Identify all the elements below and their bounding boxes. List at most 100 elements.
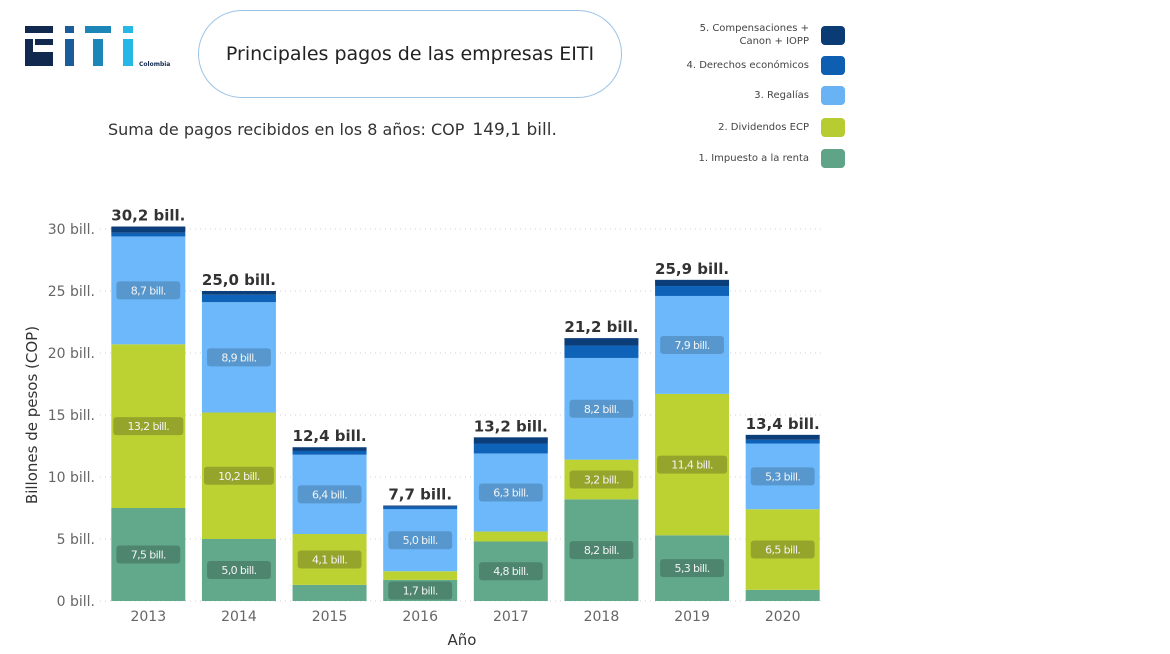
x-tick-label: 2015 <box>312 609 348 625</box>
bar-segment-compensaciones[interactable] <box>473 437 548 444</box>
data-label-bg <box>478 483 543 502</box>
bar-segment-dividendos[interactable] <box>655 393 730 536</box>
data-label-bg <box>750 540 815 559</box>
bar-segment-regalias[interactable] <box>201 302 276 413</box>
data-label-bg <box>660 559 724 578</box>
bar-segment-derechos[interactable] <box>292 450 367 455</box>
y-tick-label: 10 bill. <box>48 470 95 486</box>
bar-segment-derechos[interactable] <box>111 232 186 237</box>
bar-segment-dividendos[interactable] <box>383 571 458 580</box>
legend-item-compensaciones[interactable]: 5. Compensaciones + Canon + IOPP <box>700 22 845 48</box>
bar-segment-dividendos[interactable] <box>111 344 186 508</box>
legend-label: 5. Compensaciones + Canon + IOPP <box>699 23 809 47</box>
bar-segment-regalias[interactable] <box>473 453 548 532</box>
bar-segment-renta[interactable] <box>201 539 276 601</box>
data-label-bg <box>116 281 181 300</box>
bar-segment-compensaciones[interactable] <box>655 279 730 287</box>
x-tick-label: 2017 <box>493 609 529 625</box>
legend-item-derechos[interactable]: 4. Derechos económicos <box>686 56 845 75</box>
bar-segment-dividendos[interactable] <box>292 534 367 585</box>
bar-segment-derechos[interactable] <box>745 439 820 444</box>
data-label-bg <box>478 562 543 581</box>
bar-segment-renta[interactable] <box>383 579 458 601</box>
data-label: 13,2 bill. <box>127 420 169 433</box>
bar-group-2015[interactable]: 4,1 bill. 6,4 bill. 12,4 bill. <box>293 427 367 601</box>
bar-segment-dividendos[interactable] <box>201 412 276 539</box>
eiti-logo-mark: Colombia <box>25 26 170 68</box>
data-label: 10,2 bill. <box>218 470 260 483</box>
data-label: 5,0 bill. <box>403 534 438 547</box>
bar-segment-renta[interactable] <box>655 535 730 601</box>
bar-group-2017[interactable]: 4,8 bill. 6,3 bill. 13,2 bill. <box>474 417 548 601</box>
data-label-bg <box>388 581 453 600</box>
bar-group-2016[interactable]: 1,7 bill. 5,0 bill. 7,7 bill. <box>383 486 458 601</box>
legend-label: 3. Regalías <box>754 90 809 101</box>
bar-segment-dividendos[interactable] <box>473 531 548 542</box>
bar-segment-derechos[interactable] <box>655 286 730 296</box>
data-label: 8,9 bill. <box>221 351 256 364</box>
data-label-bg <box>569 399 634 418</box>
x-axis-label: Año <box>448 631 477 649</box>
x-tick-label: 2014 <box>221 609 257 625</box>
data-label: 7,5 bill. <box>131 549 166 562</box>
bar-segment-dividendos[interactable] <box>745 509 820 590</box>
bar-segment-renta[interactable] <box>564 499 639 601</box>
bar-segment-compensaciones[interactable] <box>383 505 458 507</box>
total-label: 13,2 bill. <box>474 417 548 435</box>
data-label: 6,5 bill. <box>765 544 800 557</box>
bar-segment-renta[interactable] <box>745 589 820 601</box>
logo-subtext: Colombia <box>139 61 170 68</box>
data-label-bg <box>750 467 815 486</box>
bar-segment-dividendos[interactable] <box>564 459 639 500</box>
y-tick-label: 0 bill. <box>57 594 95 610</box>
bar-segment-regalias[interactable] <box>564 357 639 460</box>
bar-segment-derechos[interactable] <box>473 443 548 454</box>
y-tick-label: 15 bill. <box>48 408 95 424</box>
legend-label: 2. Dividendos ECP <box>718 122 809 133</box>
bar-segment-compensaciones[interactable] <box>111 226 186 233</box>
legend-swatch <box>821 149 845 168</box>
data-label-bg <box>569 470 634 489</box>
bar-segment-compensaciones[interactable] <box>564 338 639 346</box>
data-label: 3,2 bill. <box>584 473 619 486</box>
bar-segment-regalias[interactable] <box>745 443 820 510</box>
bar-group-2014[interactable]: 5,0 bill. 10,2 bill. 8,9 bill. 25,0 bill. <box>202 271 276 601</box>
legend-item-dividendos[interactable]: 2. Dividendos ECP <box>718 118 845 137</box>
bar-segment-compensaciones[interactable] <box>292 447 367 451</box>
legend-label: 1. Impuesto a la renta <box>698 153 810 164</box>
bar-segment-regalias[interactable] <box>111 236 186 345</box>
bar-segment-derechos[interactable] <box>564 345 639 358</box>
bar-group-2018[interactable]: 8,2 bill. 3,2 bill. 8,2 bill. 21,2 bill. <box>564 318 638 601</box>
bar-segment-regalias[interactable] <box>292 454 367 535</box>
bar-segment-compensaciones[interactable] <box>745 434 820 440</box>
bar-segment-derechos[interactable] <box>383 506 458 510</box>
data-label: 11,4 bill. <box>671 459 713 472</box>
x-tick-label: 2020 <box>765 609 801 625</box>
bar-group-2013[interactable]: 7,5 bill. 13,2 bill. 8,7 bill. 30,2 bill. <box>111 207 185 601</box>
legend-item-renta[interactable]: 1. Impuesto a la renta <box>698 149 845 168</box>
bar-group-2019[interactable]: 5,3 bill. 11,4 bill. 7,9 bill. 25,9 bill. <box>655 260 729 601</box>
x-axis-ticks: 2013 2014 2015 2016 2017 2018 2019 2020 <box>130 609 800 625</box>
total-label: 7,7 bill. <box>388 486 452 504</box>
legend-swatch <box>821 118 845 137</box>
total-summary-value: 149,1 bill. <box>472 120 557 140</box>
bar-segment-regalias[interactable] <box>655 295 730 394</box>
data-label-bg <box>297 485 362 504</box>
data-label: 1,7 bill. <box>403 584 438 597</box>
data-label: 6,4 bill. <box>312 488 347 501</box>
x-tick-label: 2016 <box>402 609 438 625</box>
bar-segment-regalias[interactable] <box>383 509 458 572</box>
bar-segment-renta[interactable] <box>292 584 367 601</box>
bar-group-2020[interactable]: 6,5 bill. 5,3 bill. 13,4 bill. <box>746 415 820 601</box>
bar-segment-renta[interactable] <box>111 508 186 601</box>
total-label: 25,0 bill. <box>202 271 276 289</box>
bar-segment-compensaciones[interactable] <box>201 291 276 295</box>
bar-segment-renta[interactable] <box>473 541 548 601</box>
eiti-logo: Colombia <box>25 26 185 70</box>
data-label-bg <box>113 417 184 436</box>
data-label-bg <box>388 531 453 550</box>
legend-item-regalias[interactable]: 3. Regalías <box>754 86 845 105</box>
total-label: 25,9 bill. <box>655 260 729 278</box>
bar-segment-derechos[interactable] <box>201 294 276 303</box>
